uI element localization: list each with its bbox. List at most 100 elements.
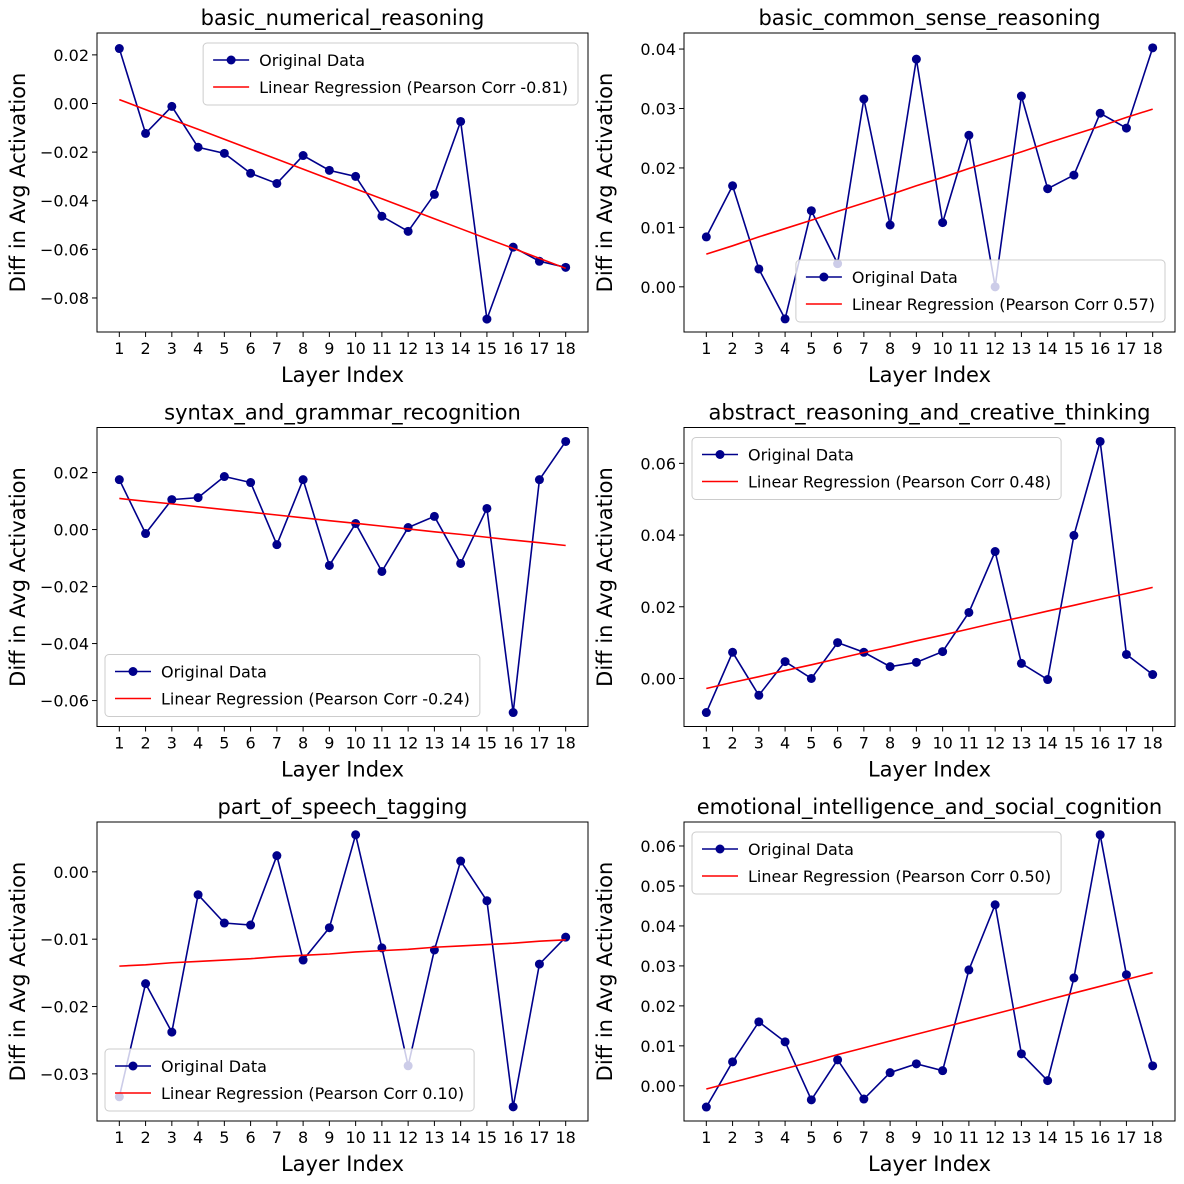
y-tick-label: 0.00 [640,669,676,688]
y-axis-label: Diff in Avg Activation [593,862,617,1082]
y-axis-label: Diff in Avg Activation [593,467,617,687]
x-tick-label: 4 [193,1128,203,1147]
y-tick-label: 0.06 [640,454,676,473]
data-point [701,232,711,242]
y-tick-label: −0.03 [40,1065,89,1084]
legend: Original Data Linear Regression (Pearson … [104,654,481,717]
legend-marker [128,1061,138,1071]
x-tick-label: 1 [701,1128,711,1147]
x-tick-label: 3 [167,734,177,753]
x-tick-label: 15 [1064,1128,1084,1147]
x-tick-label: 3 [754,1128,764,1147]
y-tick-label: 0.04 [640,526,676,545]
data-point [990,900,1000,910]
legend-label: Linear Regression (Pearson Corr -0.81) [259,78,568,97]
x-tick-label: 5 [219,1128,229,1147]
x-tick-label: 18 [556,1128,576,1147]
x-tick-label: 7 [859,734,869,753]
x-tick-label: 18 [1143,339,1163,358]
data-point [1148,1061,1158,1071]
x-tick-label: 14 [450,1128,470,1147]
x-tick-label: 17 [1116,734,1136,753]
data-point [219,918,229,928]
y-tick-label: −0.06 [40,692,89,711]
data-point [1016,1049,1026,1059]
series-line [706,108,1153,255]
x-tick-label: 15 [1064,339,1084,358]
y-tick-label: −0.04 [40,635,89,654]
x-tick-label: 12 [398,339,418,358]
axes-frame [96,32,589,333]
x-tick-label: 9 [324,1128,334,1147]
x-tick-label: 5 [806,1128,816,1147]
series-line [118,48,566,320]
data-point [193,890,203,900]
x-tick-label: 8 [885,339,895,358]
x-tick-label: 7 [859,1128,869,1147]
legend-box [691,437,1062,500]
legend-label: Linear Regression (Pearson Corr 0.50) [748,867,1051,886]
x-tick-label: 8 [298,339,308,358]
x-tick-label: 6 [246,734,256,753]
data-point [167,101,177,111]
x-tick-label: 11 [372,339,392,358]
y-tick-label: 0.00 [640,1077,676,1096]
data-point [885,662,895,672]
data-point [324,923,334,933]
series-line [119,939,566,967]
data-point [141,128,151,138]
x-tick-label: 11 [372,734,392,753]
x-tick-label: 3 [167,339,177,358]
data-point [1043,1076,1053,1086]
y-tick-label: 0.04 [640,40,676,59]
data-point [728,181,738,191]
legend-label: Original Data [748,446,854,465]
data-point [324,560,334,570]
x-tick-label: 8 [298,1128,308,1147]
y-tick-label: 0.02 [640,159,676,178]
x-tick-label: 11 [372,1128,392,1147]
data-point [1043,675,1053,685]
data-point [324,165,334,175]
chart-title: basic_common_sense_reasoning [758,6,1100,31]
data-point [1016,658,1026,668]
data-point [351,171,361,181]
data-point [859,1094,869,1104]
x-tick-label: 12 [398,1128,418,1147]
legend-marker [819,272,829,282]
legend-marker [715,844,725,854]
legend-marker [715,450,725,459]
data-point [508,1102,518,1112]
x-tick-label: 6 [246,339,256,358]
x-tick-label: 18 [1143,734,1163,753]
x-tick-label: 9 [911,1128,921,1147]
x-axis-label: Layer Index [868,363,991,387]
data-point [728,1057,738,1067]
legend-box [795,259,1166,323]
x-tick-label: 17 [529,1128,549,1147]
x-tick-label: 18 [556,339,576,358]
data-point [377,566,387,576]
x-tick-label: 11 [959,734,979,753]
data-point [1121,970,1131,980]
y-tick-label: 0.00 [53,521,89,540]
data-point [193,493,203,503]
x-tick-label: 13 [1011,1128,1031,1147]
data-point [701,708,711,718]
data-point [246,920,256,930]
x-tick-label: 5 [806,734,816,753]
y-tick-label: −0.02 [40,143,89,162]
data-point [403,523,413,533]
y-tick-label: −0.02 [40,998,89,1017]
data-point [728,647,738,657]
x-tick-label: 7 [272,1128,282,1147]
x-tick-label: 18 [556,734,576,753]
axes-frame [96,427,589,727]
data-point [911,1059,921,1069]
y-tick-label: 0.02 [53,464,89,483]
x-tick-label: 6 [833,1128,843,1147]
data-point [351,830,361,840]
x-tick-label: 14 [1037,1128,1057,1147]
